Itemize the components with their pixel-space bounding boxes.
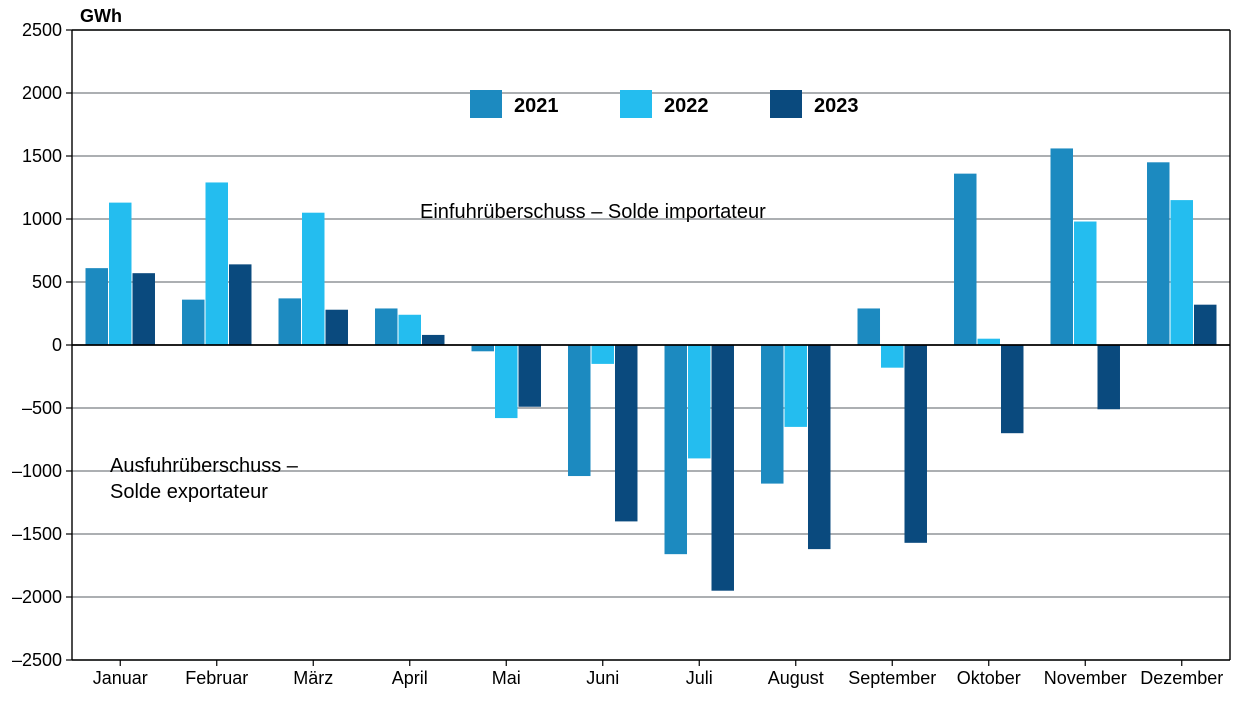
annotation-export-line2: Solde exportateur [110,481,268,503]
bar-2021 [858,308,880,345]
bar-2022 [1074,222,1096,345]
x-tick-label: Juni [586,668,619,688]
bar-2021 [954,174,976,345]
bar-2022 [881,345,903,368]
bar-2023 [615,345,637,521]
bar-2021 [182,300,204,345]
x-tick-label: Februar [185,668,248,688]
x-tick-label: Januar [93,668,148,688]
unit-label: GWh [80,6,122,26]
y-tick-label: 0 [52,335,62,355]
bar-2023 [325,310,347,345]
bar-2023 [132,273,154,345]
y-tick-label: 1500 [22,146,62,166]
x-tick-label: März [293,668,333,688]
y-tick-label: 1000 [22,209,62,229]
bar-2021 [86,268,108,345]
bar-2023 [711,345,733,591]
bar-2022 [785,345,807,427]
bar-2023 [904,345,926,543]
chart-container: –2500 –2000 –1500 –1000 –500 0 500 1000 1500 2000… [0,0,1240,700]
bar-2023 [1194,305,1216,345]
bar-2021 [761,345,783,484]
x-tick-label: Mai [492,668,521,688]
legend-label: 2022 [664,95,709,117]
legend-label: 2023 [814,95,859,117]
annotation-import: Einfuhrüberschuss – Solde importateur [420,201,766,223]
y-tick-label: 2000 [22,83,62,103]
x-tick-label: April [392,668,428,688]
bar-2022 [206,182,228,345]
annotation-export-line1: Ausfuhrüberschuss – [110,455,299,477]
bar-2021 [568,345,590,476]
bar-2023 [518,345,540,407]
y-tick-label: –2000 [12,587,62,607]
x-tick-label: September [848,668,936,688]
y-tick-label: 500 [32,272,62,292]
bar-2021 [1051,148,1073,345]
y-tick-label: 2500 [22,20,62,40]
bar-2021 [1147,162,1169,345]
bar-chart: –2500 –2000 –1500 –1000 –500 0 500 1000 1500 2000… [0,0,1240,700]
bar-2022 [495,345,517,418]
x-tick-label: Juli [686,668,713,688]
x-tick-label: Oktober [957,668,1021,688]
bar-2022 [592,345,614,364]
legend-swatch [770,90,802,118]
bar-2023 [1001,345,1023,433]
y-tick-label: –500 [22,398,62,418]
bar-2023 [422,335,444,345]
bar-2023 [229,264,251,345]
bar-2022 [978,339,1000,345]
legend-label: 2021 [514,95,559,117]
bar-2023 [808,345,830,549]
x-tick-label: Dezember [1140,668,1223,688]
y-tick-label: –1000 [12,461,62,481]
bar-2022 [399,315,421,345]
legend-swatch [620,90,652,118]
x-tick-label: August [768,668,824,688]
bar-2022 [1171,200,1193,345]
bar-2023 [1097,345,1119,409]
bar-2022 [302,213,324,345]
y-tick-label: –2500 [12,650,62,670]
legend-swatch [470,90,502,118]
bar-2022 [109,203,131,345]
bar-2021 [472,345,494,351]
bar-2021 [279,298,301,345]
y-tick-label: –1500 [12,524,62,544]
bar-2021 [665,345,687,554]
bar-2021 [375,308,397,345]
bar-2022 [688,345,710,458]
x-tick-label: November [1044,668,1127,688]
